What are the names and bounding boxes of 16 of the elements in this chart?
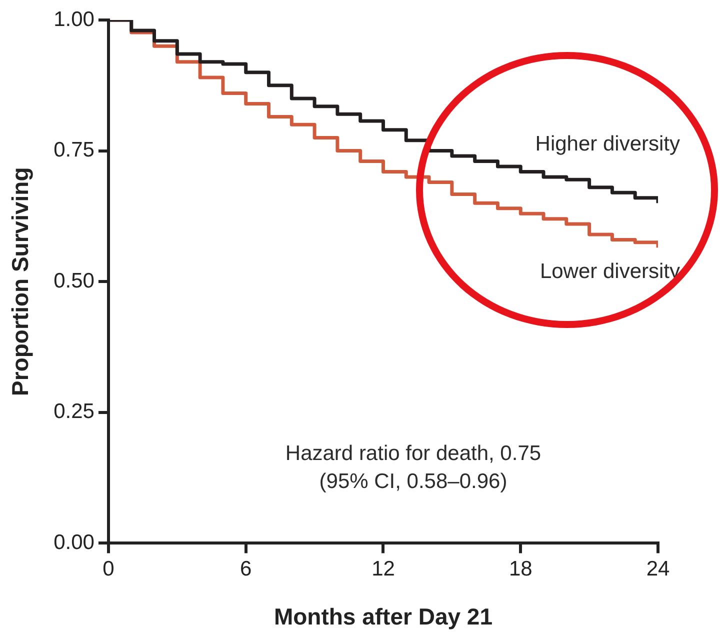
- x-tick-label: 18: [508, 558, 532, 581]
- annotation: Hazard ratio for death, 0.75: [285, 442, 542, 466]
- x-tick-label: 0: [102, 558, 114, 581]
- x-axis-title: Months after Day 21: [274, 604, 493, 630]
- y-axis-title: Proportion Surviving: [7, 167, 34, 396]
- series-label: Higher diversity: [535, 132, 680, 156]
- x-tick-label: 6: [240, 558, 252, 581]
- y-tick-label: 0.25: [54, 400, 94, 424]
- y-tick-label: 0.00: [54, 530, 94, 554]
- y-tick-label: 0.75: [54, 138, 94, 162]
- y-tick-label: 0.50: [54, 269, 94, 292]
- annotation: (95% CI, 0.58–0.96): [319, 470, 508, 494]
- series-label: Lower diversity: [540, 260, 680, 283]
- x-tick-label: 24: [646, 558, 670, 581]
- y-tick-label: 1.00: [54, 8, 94, 31]
- x-tick-label: 12: [372, 558, 395, 581]
